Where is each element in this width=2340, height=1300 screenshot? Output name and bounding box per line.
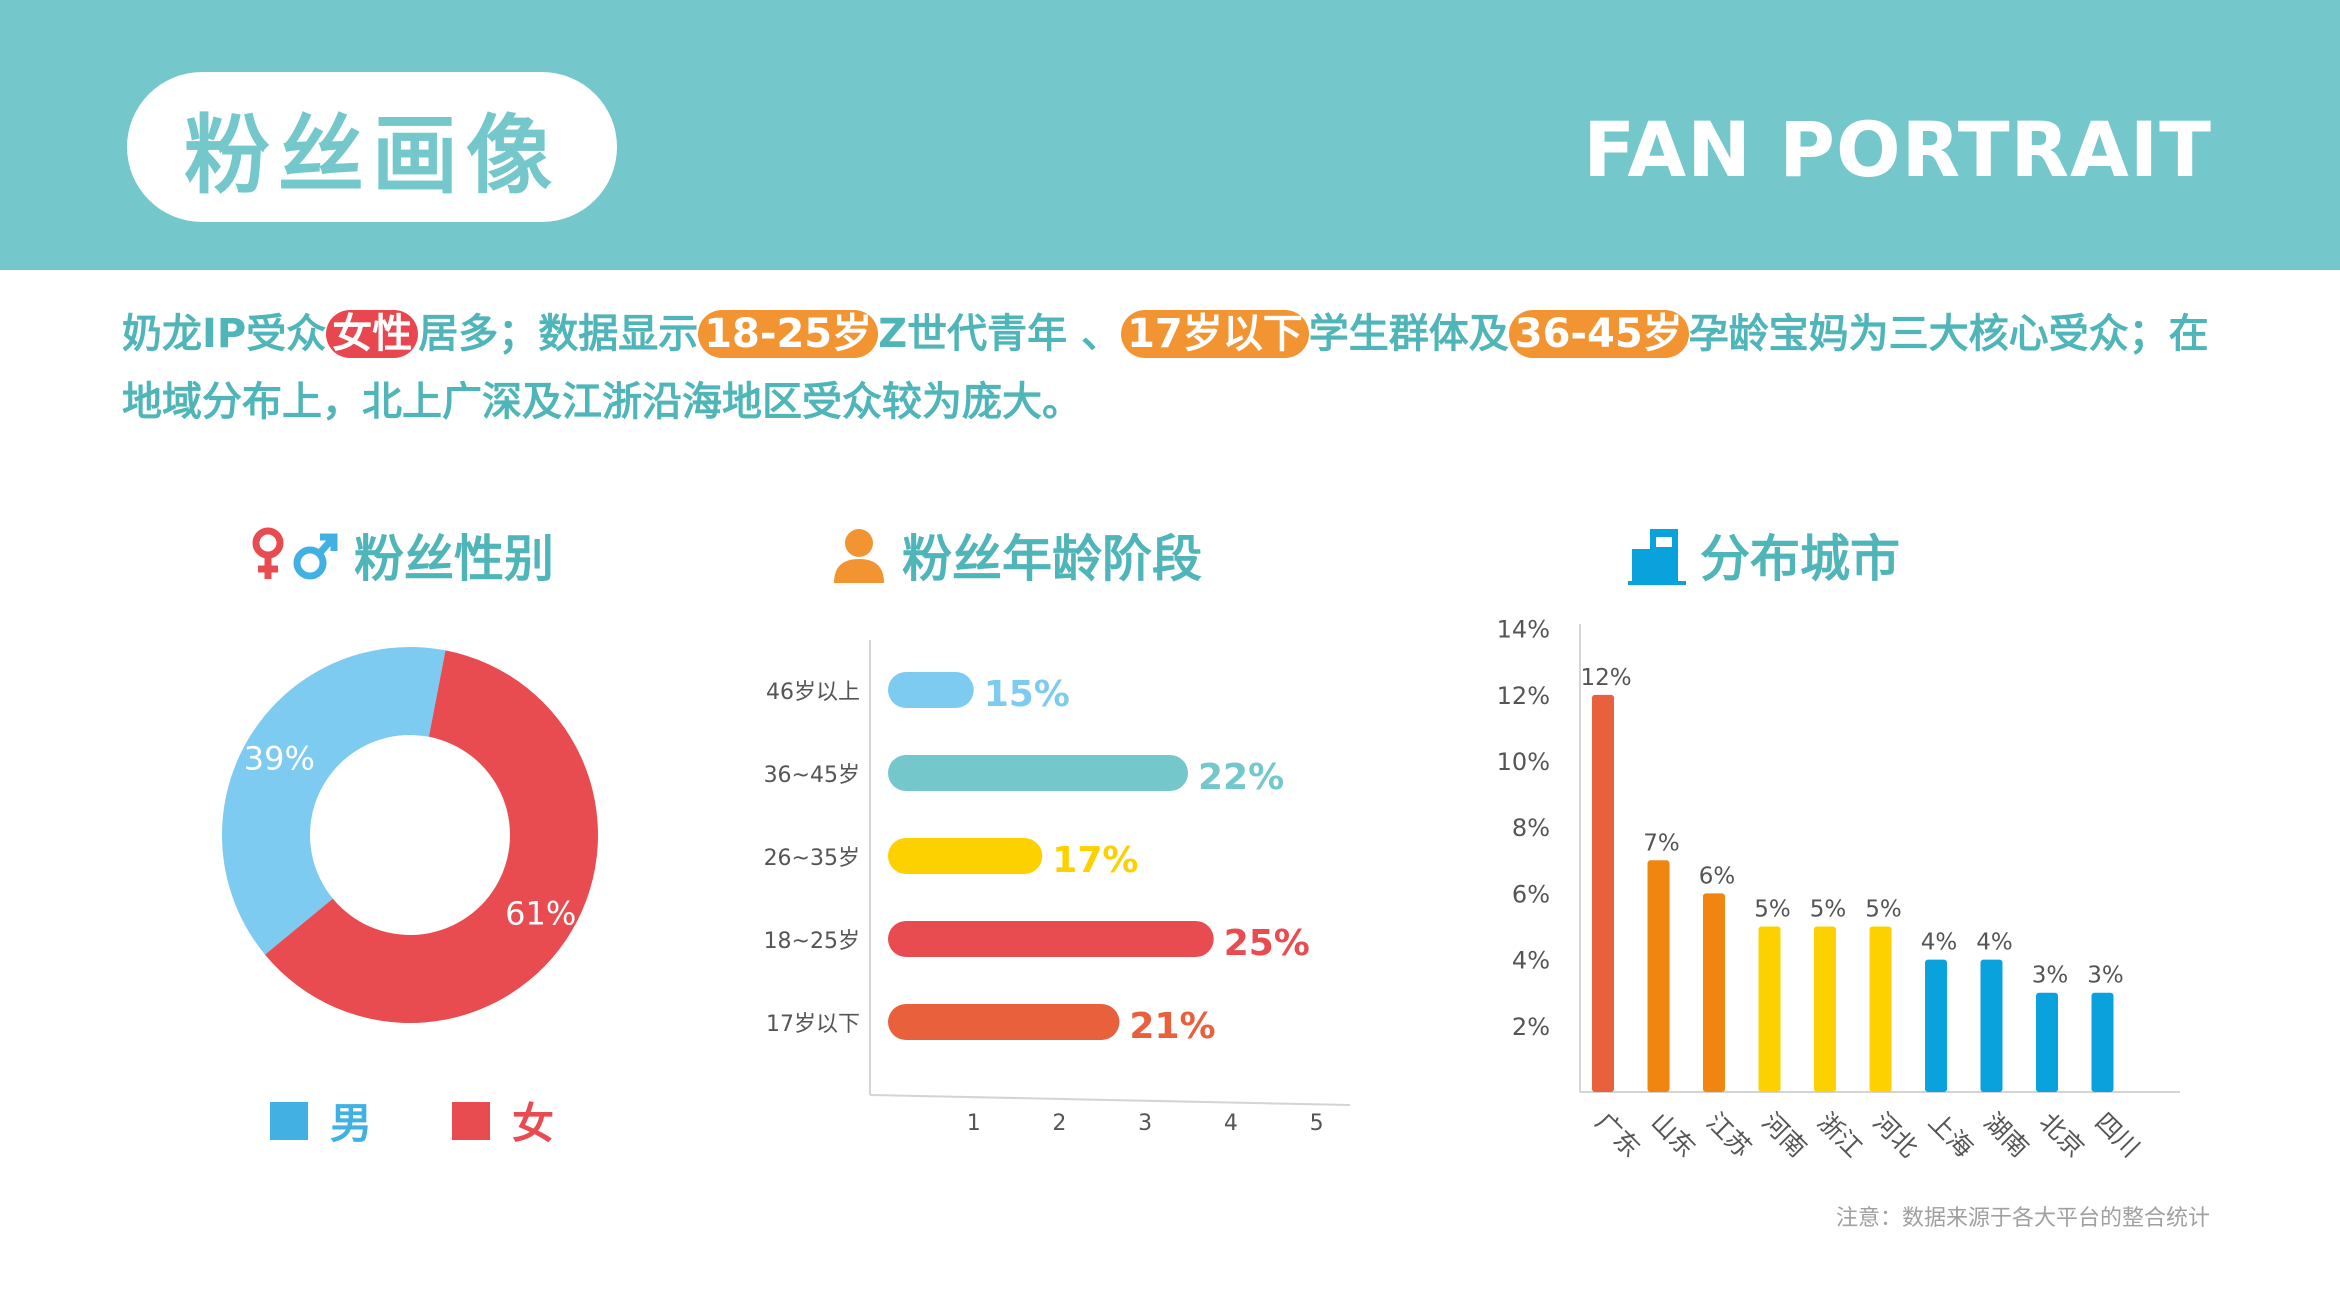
city-value-label-9: 3%: [2087, 963, 2124, 989]
title-pill: 粉丝画像: [127, 72, 617, 222]
age-value-label-2: 17%: [1052, 840, 1138, 881]
summary-seg-3: Z世代青年 、: [878, 311, 1122, 357]
city-value-label-1: 7%: [1643, 830, 1680, 856]
section-title-gender-label: 粉丝性别: [354, 530, 554, 588]
city-bar-1: [1647, 860, 1670, 1092]
age-value-label-0: 15%: [984, 674, 1070, 715]
legend-swatch-female: [452, 1101, 491, 1140]
age-bar-2: [888, 838, 1043, 874]
city-category-label-4: 浙江: [1812, 1107, 1868, 1160]
gender-legend: 男 女: [270, 1090, 554, 1151]
city-value-label-6: 4%: [1921, 930, 1958, 956]
age-x-tick-2: 3: [1138, 1111, 1152, 1136]
city-value-label-3: 5%: [1754, 897, 1791, 923]
age-category-label-1: 36~45岁: [764, 763, 860, 788]
city-y-tick-3: 8%: [1512, 814, 1550, 842]
age-bar-0: [888, 672, 974, 708]
legend-label-female: 女: [512, 1099, 555, 1148]
donut-slice-1: [264, 650, 599, 1023]
city-y-tick-2: 6%: [1512, 880, 1550, 908]
city-bar-8: [2036, 992, 2058, 1092]
age-category-label-2: 26~35岁: [764, 846, 860, 871]
building-icon: [1628, 529, 1686, 585]
city-y-tick-0: 2%: [1512, 1013, 1550, 1041]
gender-icon: [252, 527, 338, 580]
age-bar-1: [888, 755, 1188, 791]
city-bar-chart: 2% 4% 6% 8% 10% 12% 14% 12% 广东 7% 山东 6% 江苏 5% 河南 5% 浙江 5%…: [1497, 616, 2180, 1160]
section-title-city-label: 分布城市: [1700, 530, 1900, 588]
section-title-age-label: 粉丝年龄阶段: [902, 530, 1202, 588]
summary-seg-1: 奶龙IP受众: [122, 311, 327, 357]
age-x-tick-3: 4: [1224, 1111, 1238, 1136]
city-category-label-5: 河北: [1867, 1107, 1923, 1160]
highlight-female: 女性: [326, 310, 419, 358]
city-category-label-0: 广东: [1590, 1107, 1646, 1160]
city-bar-5: [1869, 926, 1892, 1092]
age-x-tick-0: 1: [967, 1111, 981, 1136]
city-bar-6: [1925, 959, 1947, 1092]
city-category-label-2: 江苏: [1701, 1107, 1757, 1160]
age-value-label-1: 22%: [1198, 757, 1284, 798]
city-y-tick-1: 4%: [1512, 947, 1550, 975]
city-value-label-4: 5%: [1810, 897, 1847, 923]
city-category-label-8: 北京: [2034, 1107, 2090, 1160]
age-bar-3: [888, 921, 1214, 957]
city-value-label-5: 5%: [1865, 897, 1902, 923]
donut-label-1: 61%: [505, 895, 576, 933]
city-value-label-7: 4%: [1976, 930, 2013, 956]
age-value-label-4: 21%: [1129, 1006, 1215, 1047]
gender-donut-chart: 39% 61%: [222, 647, 599, 1023]
page-title-en: FAN PORTRAIT: [1583, 105, 2212, 194]
highlight-18-25: 18-25岁: [698, 310, 879, 358]
city-category-label-6: 上海: [1923, 1107, 1979, 1160]
city-value-label-2: 6%: [1699, 863, 1736, 889]
footnote: 注意：数据来源于各大平台的整合统计: [1835, 1206, 2210, 1231]
legend-swatch-male: [270, 1101, 308, 1140]
highlight-under-17: 17岁以下: [1121, 310, 1309, 358]
city-bar-4: [1814, 926, 1836, 1092]
donut-slice-0: [222, 647, 446, 955]
city-y-tick-5: 12%: [1497, 682, 1550, 710]
age-category-label-3: 18~25岁: [764, 929, 860, 954]
city-bar-7: [1980, 959, 2003, 1092]
summary-seg-2: 居多；数据显示: [418, 311, 699, 357]
city-bar-2: [1703, 893, 1725, 1092]
age-bar-chart: 46岁以上 15% 36~45岁 22% 26~35岁 17% 18~25岁 25% 17岁以下…: [764, 640, 1351, 1136]
legend-label-male: 男: [330, 1099, 373, 1148]
age-x-tick-4: 5: [1310, 1111, 1324, 1136]
summary-seg-4: 学生群体及: [1308, 311, 1509, 357]
age-bar-4: [888, 1004, 1120, 1040]
summary-seg-5: 孕龄宝妈为三大核心受众；在地域分布上，北上广深及江浙沿海地区受众较为庞大。: [122, 311, 2209, 425]
summary-text: 奶龙IP受众 女性 居多；数据显示 18-25岁 Z世代青年 、 17岁以下 学生群体及 36…: [122, 300, 2232, 436]
city-bar-9: [2091, 992, 2114, 1092]
highlight-36-45: 36-45岁: [1508, 310, 1689, 358]
age-value-label-3: 25%: [1224, 923, 1310, 964]
age-category-label-0: 46岁以上: [766, 680, 860, 705]
age-x-axis: [869, 1094, 1351, 1106]
city-value-label-0: 12%: [1580, 665, 1631, 691]
section-title-city: 分布城市: [1628, 520, 1900, 590]
page-title: 粉丝画像: [184, 105, 560, 206]
person-icon: [834, 529, 884, 583]
section-title-gender: 粉丝性别: [248, 520, 554, 590]
city-category-label-3: 河南: [1756, 1107, 1812, 1160]
city-bar-0: [1592, 694, 1614, 1092]
city-value-label-8: 3%: [2032, 963, 2069, 989]
city-y-tick-6: 14%: [1497, 616, 1550, 644]
donut-label-0: 39%: [244, 739, 315, 777]
city-y-tick-4: 10%: [1497, 748, 1550, 776]
city-bar-3: [1758, 926, 1781, 1092]
city-category-label-7: 湖南: [1978, 1107, 2034, 1160]
city-category-label-1: 山东: [1645, 1107, 1701, 1160]
city-category-label-9: 四川: [2089, 1107, 2145, 1160]
age-x-tick-1: 2: [1052, 1111, 1066, 1136]
age-category-label-4: 17岁以下: [766, 1012, 860, 1037]
section-title-age: 粉丝年龄阶段: [830, 520, 1202, 590]
